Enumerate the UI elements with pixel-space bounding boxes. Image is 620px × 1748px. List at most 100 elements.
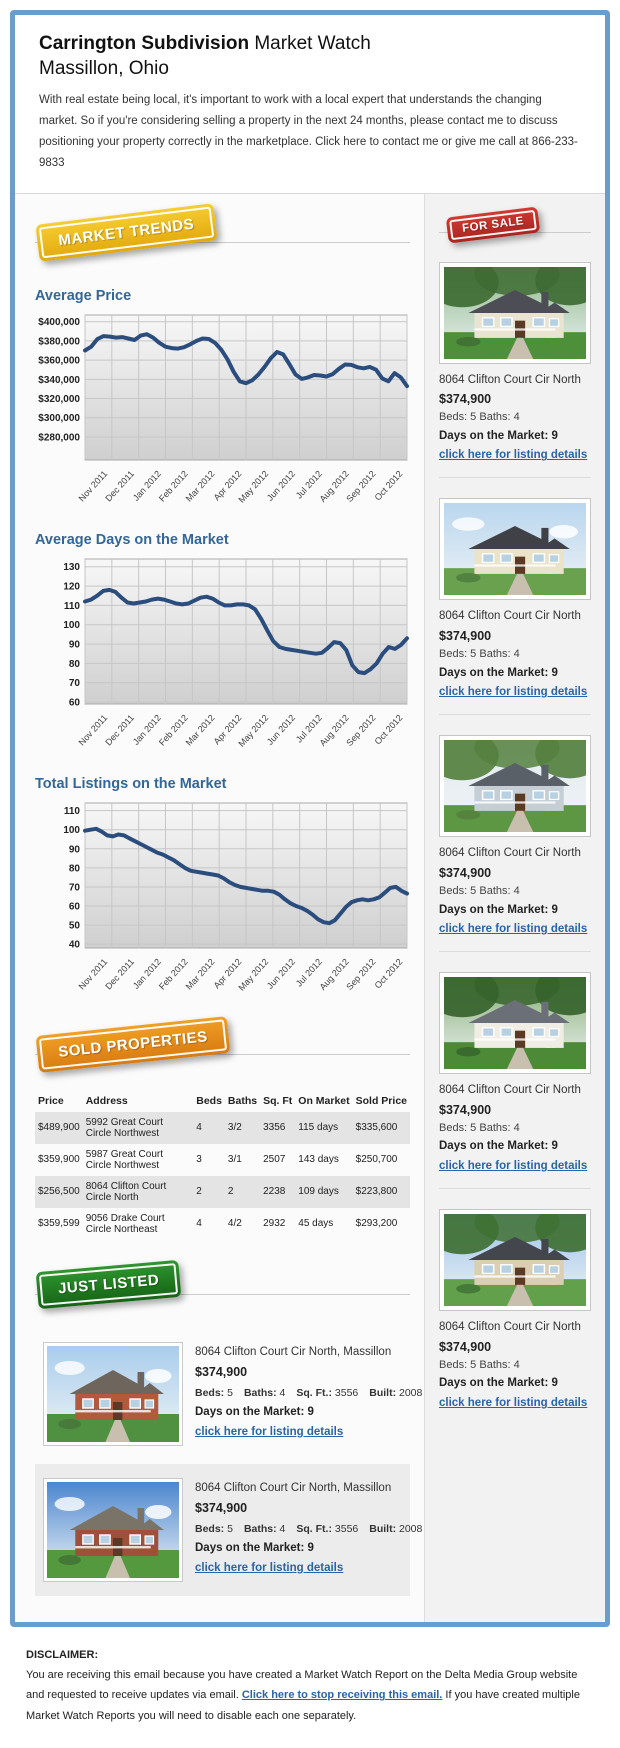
listing-details-link[interactable]: click here for listing details <box>439 686 588 699</box>
sold-table-column-header: Price <box>38 1094 64 1107</box>
listing-photo[interactable] <box>439 261 591 364</box>
svg-text:80: 80 <box>69 659 81 670</box>
listing-price: $374,900 <box>439 1339 492 1354</box>
just-listed-badge: JUST LISTED <box>35 1259 182 1309</box>
for-sale-listing: 8064 Clifton Court Cir North $374,900 Be… <box>439 1197 591 1411</box>
listing-details-link[interactable]: click here for listing details <box>195 1426 344 1439</box>
sold-properties-badge-label: SOLD PROPERTIES <box>38 1019 228 1070</box>
unsubscribe-link[interactable]: Click here to stop receiving this email. <box>241 1689 443 1702</box>
divider <box>439 951 591 953</box>
listing-address: 8064 Clifton Court Cir North <box>439 1084 581 1097</box>
listing-days-on-market: Days on the Market: 9 <box>439 1140 558 1153</box>
listing-details-link[interactable]: click here for listing details <box>439 449 588 462</box>
sold-properties-badge: SOLD PROPERTIES <box>35 1015 231 1073</box>
svg-text:Jun 2012: Jun 2012 <box>265 712 297 746</box>
listing-days-on-market: Days on the Market: 9 <box>439 1377 558 1390</box>
page-title-rest: Market Watch <box>249 33 371 54</box>
listing-address: 8064 Clifton Court Cir North <box>439 847 581 860</box>
listing-photo[interactable] <box>43 1477 183 1582</box>
listing-price: $374,900 <box>439 629 492 644</box>
table-cell: $256,500 <box>38 1186 80 1198</box>
table-cell: 4 <box>196 1122 202 1134</box>
svg-text:60: 60 <box>69 697 81 708</box>
table-cell: 2507 <box>263 1154 286 1166</box>
svg-text:Sep 2012: Sep 2012 <box>344 956 377 991</box>
table-cell: $250,700 <box>355 1154 398 1166</box>
table-row: $489,900 5992 Great Court Circle Northwes… <box>35 1111 410 1144</box>
divider <box>439 1187 591 1189</box>
chart-title-total-listings: Total Listings on the Market <box>35 775 227 792</box>
listing-details-link[interactable]: click here for listing details <box>195 1562 344 1575</box>
listing-spec: Beds: 5 <box>195 1522 233 1535</box>
email-frame: Carrington Subdivision Market Watch Mass… <box>10 10 610 1627</box>
table-cell: 4 <box>196 1218 202 1230</box>
main-column: MARKET TRENDS Average Price $400,000 $380… <box>15 193 425 1622</box>
for-sale-list: 8064 Clifton Court Cir North $374,900 Be… <box>439 250 591 1411</box>
listing-price: $374,900 <box>439 392 492 407</box>
listing-address: 8064 Clifton Court Cir North <box>439 373 581 386</box>
listing-photo[interactable] <box>439 1208 591 1311</box>
listing-details: 8064 Clifton Court Cir North, Massillon … <box>195 1342 422 1446</box>
divider <box>35 241 410 243</box>
svg-text:Oct 2012: Oct 2012 <box>373 468 405 502</box>
svg-text:$400,000: $400,000 <box>38 317 80 328</box>
listing-beds-baths: Beds: 5 Baths: 4 <box>439 1358 520 1371</box>
svg-text:70: 70 <box>69 678 81 689</box>
listing-price: $374,900 <box>195 1364 248 1379</box>
average-price-chart: $400,000 $380,000 $360,000 $340,000 $320,000… <box>35 310 410 516</box>
average-days-chart: 130 120 110 100 90 80 70 60 Nov 2011 Dec 2011 Jan … <box>35 554 410 760</box>
listing-days-on-market: Days on the Market: 9 <box>439 903 558 916</box>
svg-text:Sep 2012: Sep 2012 <box>344 468 377 503</box>
table-cell: 5992 Great Court Circle Northwest <box>85 1116 163 1139</box>
listing-address: 8064 Clifton Court Cir North, Massillon <box>195 1345 392 1358</box>
listing-days-on-market: Days on the Market: 9 <box>439 430 558 443</box>
listing-spec: Sq. Ft.: 3556 <box>296 1386 359 1399</box>
divider <box>35 1293 410 1295</box>
table-cell: 2 <box>227 1186 234 1198</box>
svg-text:110: 110 <box>64 806 81 817</box>
svg-text:Mar 2012: Mar 2012 <box>184 468 217 503</box>
svg-text:$380,000: $380,000 <box>38 336 80 347</box>
listing-days-on-market: Days on the Market: 9 <box>439 666 558 679</box>
listing-photo[interactable] <box>439 972 591 1075</box>
page-subtitle: Massillon, Ohio <box>39 57 169 79</box>
for-sale-badge-row: FOR SALE <box>439 206 591 250</box>
table-cell: 9056 Drake Court Circle Northeast <box>85 1212 165 1235</box>
svg-text:Dec 2011: Dec 2011 <box>103 956 136 991</box>
svg-text:$340,000: $340,000 <box>38 374 80 385</box>
svg-text:Mar 2012: Mar 2012 <box>184 956 217 991</box>
table-cell: 115 days <box>298 1122 339 1134</box>
listing-beds-baths: Beds: 5 Baths: 4 <box>439 1121 520 1134</box>
listing-specs: Beds: 5 Baths: 4 Sq. Ft.: 3556 Built: 2008 <box>195 1520 422 1538</box>
divider <box>439 477 591 479</box>
listing-spec: Built: 2008 <box>369 1386 423 1399</box>
listing-details-link[interactable]: click here for listing details <box>439 1159 588 1172</box>
sold-table-header: Price Address Beds Baths Sq. Ft On Market Sold… <box>35 1090 410 1112</box>
listing-price: $374,900 <box>195 1500 248 1515</box>
table-cell: 45 days <box>298 1218 334 1230</box>
listing-spec: Beds: 5 <box>195 1386 233 1399</box>
listing-details: 8064 Clifton Court Cir North, Massillon … <box>195 1478 422 1582</box>
header: Carrington Subdivision Market Watch Mass… <box>15 15 605 193</box>
just-listed-list: 8064 Clifton Court Cir North, Massillon … <box>35 1328 422 1596</box>
table-cell: 2932 <box>263 1218 286 1230</box>
intro-text: With real estate being local, it's impor… <box>39 93 578 170</box>
chart-title-average-days: Average Days on the Market <box>35 531 229 548</box>
listing-photo[interactable] <box>439 735 591 838</box>
just-listed-badge-row: JUST LISTED <box>35 1259 410 1324</box>
table-cell: 3/2 <box>227 1122 242 1134</box>
listing-details-link[interactable]: click here for listing details <box>439 1396 588 1409</box>
listing-price: $374,900 <box>439 1102 492 1117</box>
table-cell: 4/2 <box>227 1218 242 1230</box>
total-listings-section: Total Listings on the Market 110 100 90 80 7… <box>35 776 410 1004</box>
table-cell: $359,900 <box>38 1154 80 1166</box>
listing-photo[interactable] <box>43 1341 183 1446</box>
sold-table-column-header: Sq. Ft <box>263 1094 293 1107</box>
divider <box>439 714 591 716</box>
listing-photo[interactable] <box>439 498 591 601</box>
listing-details-link[interactable]: click here for listing details <box>439 923 588 936</box>
market-trends-badge-label: MARKET TRENDS <box>38 206 214 259</box>
listing-address: 8064 Clifton Court Cir North, Massillon <box>195 1481 392 1494</box>
table-cell: 143 days <box>298 1154 339 1166</box>
page-title: Carrington Subdivision Market Watch <box>39 31 581 58</box>
